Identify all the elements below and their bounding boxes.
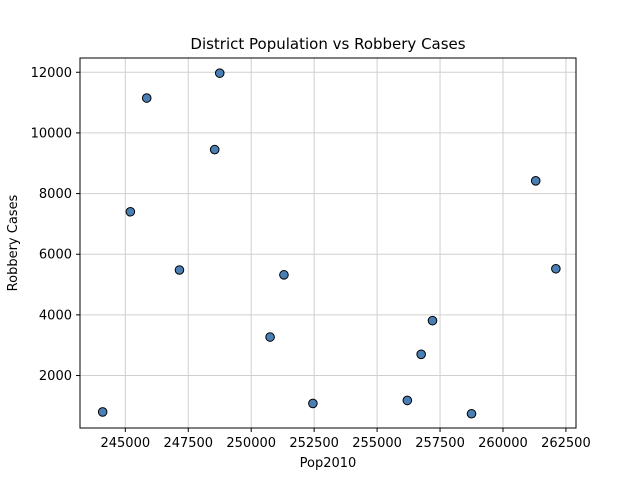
y-tick-label: 4000 bbox=[39, 308, 72, 323]
data-point bbox=[97, 407, 108, 417]
data-point bbox=[402, 395, 413, 406]
x-tick-label: 255000 bbox=[352, 436, 402, 451]
data-point bbox=[466, 408, 477, 419]
data-point bbox=[214, 68, 225, 78]
data-point bbox=[125, 206, 136, 217]
data-points bbox=[97, 68, 561, 419]
y-tick-label: 6000 bbox=[39, 248, 72, 263]
x-axis-title: Pop2010 bbox=[300, 456, 357, 471]
plot-frame bbox=[79, 57, 577, 429]
chart-title: District Population vs Robbery Cases bbox=[190, 35, 465, 53]
x-tick-label: 262500 bbox=[541, 436, 591, 451]
data-point bbox=[551, 263, 561, 274]
x-tick-label: 247500 bbox=[163, 436, 213, 451]
x-tick-label: 245000 bbox=[100, 436, 150, 451]
y-tick-label: 2000 bbox=[39, 369, 72, 384]
data-point bbox=[265, 332, 275, 342]
data-point bbox=[416, 349, 426, 360]
x-axis: 245000 247500 250000 252500 255000 257500 2600… bbox=[100, 428, 591, 451]
x-tick-label: 252500 bbox=[289, 436, 339, 451]
grid bbox=[80, 58, 576, 428]
y-tick-label: 10000 bbox=[31, 126, 72, 141]
x-tick-label: 260000 bbox=[478, 436, 528, 451]
y-tick-label: 12000 bbox=[31, 66, 72, 81]
x-tick-label: 257500 bbox=[415, 436, 465, 451]
data-point bbox=[174, 265, 185, 275]
data-point bbox=[427, 315, 438, 326]
data-point bbox=[141, 93, 152, 103]
data-point bbox=[209, 144, 220, 155]
x-tick-label: 250000 bbox=[226, 436, 276, 451]
data-point bbox=[308, 398, 318, 409]
y-axis: 2000 4000 6000 8000 10000 12000 bbox=[31, 66, 80, 384]
data-point bbox=[530, 176, 541, 186]
y-tick-label: 8000 bbox=[39, 187, 72, 202]
y-axis-title: Robbery Cases bbox=[6, 194, 21, 291]
data-point bbox=[279, 270, 289, 280]
